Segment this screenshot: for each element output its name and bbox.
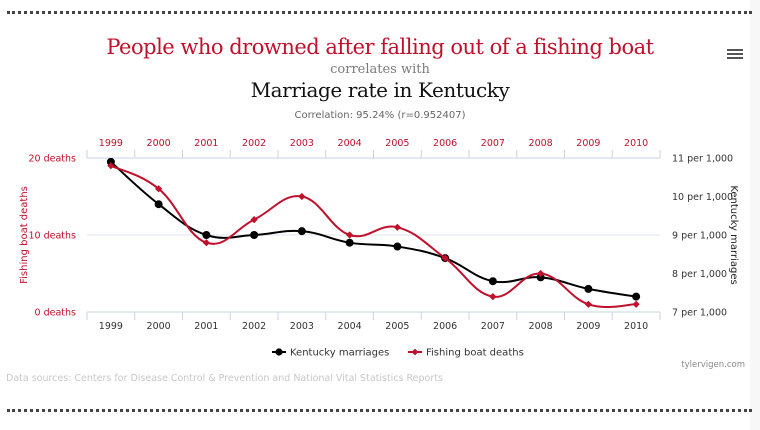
left-axis-tick-label: 20 deaths [29, 154, 77, 165]
right-axis-title: Kentucky marriages [728, 185, 739, 284]
bottom-category-label: 2007 [481, 321, 505, 332]
data-point-diamond [107, 162, 115, 170]
bottom-category-labels: 1999 2000 2001 2002 2003 2004 2005 2006 2007 2008… [99, 321, 648, 332]
legend-marker-circle [275, 348, 283, 356]
data-point-circle [584, 284, 593, 293]
legend: Kentucky marriages Fishing boat deaths [272, 348, 524, 359]
data-point-circle [250, 231, 259, 239]
data-point-circle [345, 238, 354, 247]
left-axis-title: Fishing boat deaths [19, 186, 30, 284]
top-category-label: 2001 [194, 138, 218, 149]
data-point-diamond [250, 216, 258, 224]
data-point-circle [488, 277, 497, 286]
bottom-category-label: 2008 [529, 321, 553, 332]
top-category-label: 2006 [433, 138, 457, 149]
series-kentucky-marriages [106, 157, 641, 301]
top-category-label: 2007 [481, 138, 505, 149]
top-category-label: 2003 [290, 138, 314, 149]
data-point-circle [297, 227, 306, 236]
data-point-diamond [537, 269, 545, 278]
credit-link[interactable]: tylervigen.com [681, 360, 745, 370]
top-category-label: 2005 [385, 138, 409, 149]
right-axis-tick-label: 9 per 1,000 [672, 231, 727, 242]
top-category-label: 2008 [529, 138, 553, 149]
data-point-circle [536, 273, 545, 282]
bottom-category-label: 2003 [290, 321, 314, 332]
data-point-circle [632, 292, 641, 301]
data-point-circle [393, 242, 402, 251]
right-axis-tick-label: 8 per 1,000 [672, 269, 727, 280]
right-axis-ticks: 11 per 1,000 10 per 1,000 9 per 1,000 8 per… [672, 154, 733, 319]
right-axis-tick-label: 7 per 1,000 [672, 308, 727, 319]
data-point-diamond [393, 223, 401, 231]
bottom-category-label: 2005 [385, 321, 409, 332]
top-category-label: 2004 [338, 138, 362, 149]
left-axis-tick-label: 10 deaths [29, 231, 77, 242]
legend-item[interactable]: Kentucky marriages [272, 348, 389, 359]
axes [86, 150, 661, 320]
bottom-category-label: 2006 [433, 321, 457, 332]
legend-label: Fishing boat deaths [426, 348, 524, 359]
series-line [110, 161, 637, 298]
data-point-diamond [298, 192, 306, 201]
right-axis-tick-label: 10 per 1,000 [672, 192, 733, 203]
legend-marker-diamond [411, 348, 419, 356]
bottom-category-label: 2010 [624, 321, 648, 332]
data-sources: Data sources: Centers for Disease Contro… [6, 373, 443, 384]
bottom-category-label: 2004 [338, 321, 362, 332]
right-axis-tick-label: 11 per 1,000 [672, 154, 733, 165]
left-axis-ticks: 20 deaths 10 deaths 0 deaths [29, 154, 77, 319]
chart-connector: correlates with [330, 62, 430, 77]
data-point-diamond [632, 300, 640, 308]
chart-title-primary: People who drowned after falling out of … [106, 35, 654, 59]
bottom-category-label: 2002 [242, 321, 266, 332]
page-edge [750, 0, 760, 430]
series-fishing-boat-deaths [107, 162, 640, 309]
bottom-category-label: 2000 [147, 321, 171, 332]
legend-label: Kentucky marriages [290, 348, 389, 359]
top-category-label: 2002 [242, 138, 266, 149]
top-divider [7, 11, 752, 14]
bottom-category-label: 1999 [99, 321, 123, 332]
data-point-diamond [202, 239, 210, 247]
top-category-label: 2009 [576, 138, 600, 149]
data-point-diamond [441, 254, 449, 262]
top-category-label: 2000 [147, 138, 171, 149]
series-line [110, 164, 637, 309]
data-point-diamond [346, 231, 354, 239]
data-point-diamond [155, 185, 163, 193]
top-category-label: 1999 [99, 138, 123, 149]
top-category-labels: 1999 2000 2001 2002 2003 2004 2005 2006 2007 2008… [99, 138, 648, 149]
hamburger-menu-icon[interactable] [727, 47, 743, 63]
chart-title-secondary: Marriage rate in Kentucky [250, 78, 510, 102]
left-axis-tick-label: 0 deaths [35, 308, 77, 319]
bottom-category-label: 2001 [194, 321, 218, 332]
data-point-circle [106, 157, 115, 166]
series-layer [106, 157, 641, 309]
legend-item[interactable]: Fishing boat deaths [408, 348, 524, 359]
top-category-label: 2010 [624, 138, 648, 149]
data-point-circle [154, 200, 163, 209]
data-point-diamond [489, 293, 497, 301]
data-point-diamond [584, 300, 592, 308]
bottom-divider [7, 409, 752, 412]
bottom-category-label: 2009 [576, 321, 600, 332]
data-point-circle [202, 231, 211, 239]
correlation-text: Correlation: 95.24% (r=0.952407) [294, 110, 466, 121]
